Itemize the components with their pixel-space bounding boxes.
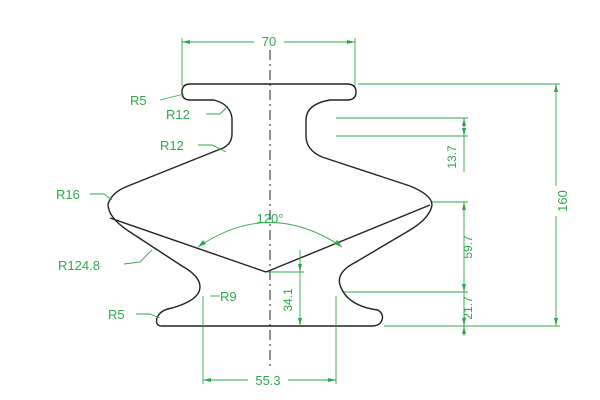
label-r16: R16 [56,187,80,202]
leader-r12-lower [198,144,227,153]
arrow [554,318,558,326]
leader-r124 [123,249,153,265]
cone-line-left [109,217,267,273]
arrow [554,84,558,92]
arrow [182,40,190,44]
leader-r5-bottom [136,313,161,319]
arrow [462,128,466,136]
arrow [334,240,342,247]
arrow [203,378,211,382]
arrow [462,318,466,326]
label-r12-upper: R12 [166,107,190,122]
arrow [347,40,355,44]
dim-neck-height: 13.7 [445,145,459,169]
label-r5-top: R5 [130,93,147,108]
arrow [298,318,302,326]
dim-waist-height: 34.1 [281,288,295,312]
leader-r5-top [159,93,185,101]
dim-angle: 120° [257,211,284,226]
dim-base-height: 21.7 [461,296,475,320]
arrow [462,202,466,210]
dim-top-width: 70 [262,34,276,49]
leader-r16 [90,193,113,201]
dim-total-height: 160 [555,190,570,212]
label-r5-bottom: R5 [108,307,125,322]
cone-line-right [265,204,431,273]
label-r124: R124.8 [58,258,100,273]
arrow [462,326,466,334]
arrow [462,284,466,292]
vase-outline [107,83,433,327]
dim-body-height: 59.7 [461,235,475,259]
arrow [298,264,302,272]
leader-r12-upper [206,105,229,115]
arrow [328,378,336,382]
label-r9: R9 [220,289,237,304]
arrow [462,118,466,126]
dim-angle-arc [197,222,343,248]
arrow [198,240,206,247]
dim-base-width: 55.3 [255,373,280,388]
label-r12-lower: R12 [160,138,184,153]
